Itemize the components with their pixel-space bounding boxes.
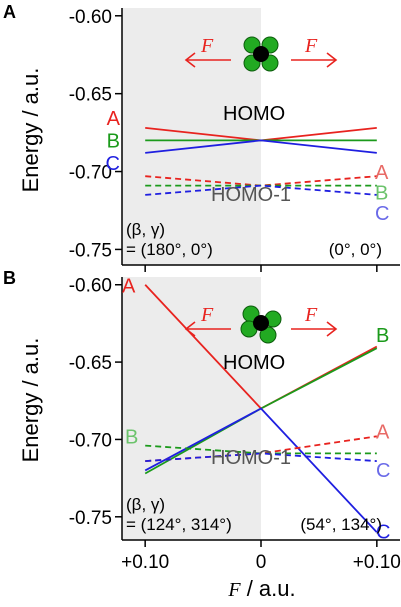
y-axis-title-a: Energy / a.u. <box>18 68 43 193</box>
series-label-c: C <box>375 203 389 225</box>
homo-label: HOMO <box>223 352 285 374</box>
panel-letter-a: A <box>3 2 16 22</box>
y-tick-label: -0.70 <box>69 163 112 184</box>
angle-left-value: = (124°, 314°) <box>126 515 232 534</box>
series-label-b: B <box>376 325 389 347</box>
x-tick-label: 0 <box>256 552 267 573</box>
series-label-b: B <box>107 130 120 152</box>
series-label-b: B <box>375 183 388 205</box>
field-label-right: F <box>304 35 318 57</box>
homo-1-label: HOMO-1 <box>211 184 291 206</box>
x-tick-label: +0.10 <box>121 552 169 573</box>
arrow-left-icon <box>184 52 196 68</box>
y-tick-label: -0.75 <box>69 508 112 529</box>
series-c-homo <box>145 139 377 154</box>
shaded-region <box>122 8 261 265</box>
series-label-c: C <box>106 153 120 175</box>
series-b-homo-1 <box>145 444 377 455</box>
molecule-icon <box>243 36 279 72</box>
x-axis-title-unit: / a.u. <box>241 576 296 601</box>
field-label-left: F <box>200 35 214 57</box>
arrow-right-icon <box>326 321 338 337</box>
series-label-c: C <box>376 521 390 543</box>
y-axis-title-b: Energy / a.u. <box>18 338 43 463</box>
homo-1-label: HOMO-1 <box>211 447 291 469</box>
angle-left-value: = (180°, 0°) <box>126 240 213 259</box>
arrow-left-icon <box>184 321 196 337</box>
series-c-homo-1 <box>145 184 377 196</box>
homo-label: HOMO <box>223 103 285 125</box>
x-tick-label: +0.10 <box>353 552 401 573</box>
y-tick-label: -0.75 <box>69 240 112 261</box>
series-label-a: A <box>375 162 389 184</box>
y-tick-label: -0.60 <box>69 276 112 297</box>
field-label-left: F <box>200 304 214 326</box>
series-c-homo <box>144 407 378 533</box>
series-label-b: B <box>125 427 138 449</box>
x-axis-title: F / a.u. <box>227 576 295 601</box>
angle-right-value: (54°, 134°) <box>300 515 382 534</box>
arrow-right-icon <box>326 52 338 68</box>
y-tick-label: -0.70 <box>69 430 112 451</box>
x-axis-title-var: F <box>227 579 241 601</box>
series-c-homo-1 <box>145 452 377 462</box>
series-label-c: C <box>376 460 390 482</box>
angle-label: (β, γ) <box>126 220 165 239</box>
molecule-icon <box>240 305 282 344</box>
angle-right-value: (0°, 0°) <box>329 240 382 259</box>
series-label-a: A <box>122 276 136 298</box>
series-a-homo-1 <box>145 175 377 187</box>
shaded-region <box>122 277 261 540</box>
series-label-a: A <box>376 421 390 443</box>
panel-letter-b: B <box>3 268 16 288</box>
series-a-homo-1 <box>145 435 377 462</box>
y-tick-label: -0.65 <box>69 85 112 106</box>
field-label-right: F <box>304 304 318 326</box>
y-tick-label: -0.60 <box>69 7 112 28</box>
y-tick-label: -0.65 <box>69 353 112 374</box>
angle-label: (β, γ) <box>126 495 165 514</box>
series-label-a: A <box>107 108 121 130</box>
